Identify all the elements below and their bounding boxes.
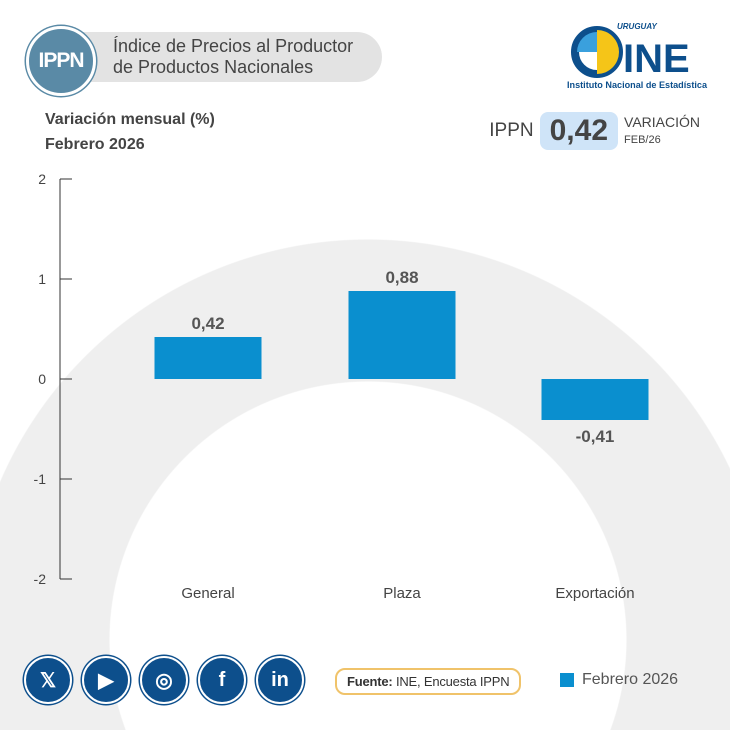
kpi-box: IPPN 0,42 VARIACIÓN FEB/26 xyxy=(489,112,700,150)
source-box: Fuente: INE, Encuesta IPPN xyxy=(335,668,522,695)
category-label: General xyxy=(181,585,234,602)
legend-swatch xyxy=(560,673,574,687)
legend-label: Febrero 2026 xyxy=(582,671,679,688)
data-label: 0,88 xyxy=(385,268,418,287)
bar-chart: 2 1 0 -1 -2 0,42 General 0,88 Plaza -0,41 Exportac… xyxy=(34,171,649,602)
source-text: INE, Encuesta IPPN xyxy=(392,674,510,689)
subtitle-line1: Variación mensual (%) xyxy=(45,111,215,128)
ippn-badge: IPPN xyxy=(26,26,96,96)
linkedin-icon[interactable]: in xyxy=(256,656,304,704)
logo-country: URUGUAY xyxy=(617,22,658,31)
chart-subtitle: Variación mensual (%) Febrero 2026 xyxy=(45,107,215,157)
bar-general xyxy=(154,337,262,379)
y-tick-label: -1 xyxy=(34,471,47,487)
title-line2: de Productos Nacionales xyxy=(113,57,314,77)
title-line1: Índice de Precios al Productor xyxy=(113,36,354,56)
kpi-value: 0,42 xyxy=(539,112,619,150)
facebook-icon[interactable]: f xyxy=(198,656,246,704)
kpi-side: VARIACIÓN FEB/26 xyxy=(624,114,700,148)
kpi-side1: VARIACIÓN xyxy=(624,114,700,130)
page-title: Índice de Precios al Productor de Product… xyxy=(113,36,353,78)
youtube-icon[interactable]: ▶ xyxy=(82,656,130,704)
logo-name: INE xyxy=(623,37,690,81)
subtitle-line2: Febrero 2026 xyxy=(45,136,145,153)
y-tick-label: -2 xyxy=(34,571,47,587)
kpi-side2: FEB/26 xyxy=(624,134,661,146)
kpi-label: IPPN xyxy=(489,120,534,141)
y-tick-label: 1 xyxy=(38,271,46,287)
category-label: Exportación xyxy=(555,585,634,602)
y-tick-label: 0 xyxy=(38,371,46,387)
bar-exportación xyxy=(541,379,649,420)
social-links: 𝕏 ▶ ◎ f in xyxy=(24,656,304,704)
data-label: 0,42 xyxy=(191,314,224,333)
bar-plaza xyxy=(348,291,456,379)
x-icon[interactable]: 𝕏 xyxy=(24,656,72,704)
legend: Febrero 2026 xyxy=(560,671,678,689)
logo-subtitle: Instituto Nacional de Estadística xyxy=(567,80,708,90)
category-label: Plaza xyxy=(383,585,421,602)
y-tick-label: 2 xyxy=(38,171,46,187)
instagram-icon[interactable]: ◎ xyxy=(140,656,188,704)
data-label: -0,41 xyxy=(576,427,615,446)
source-label: Fuente: xyxy=(347,674,393,689)
ine-logo: URUGUAY INE Instituto Nacional de Estadí… xyxy=(565,20,710,92)
